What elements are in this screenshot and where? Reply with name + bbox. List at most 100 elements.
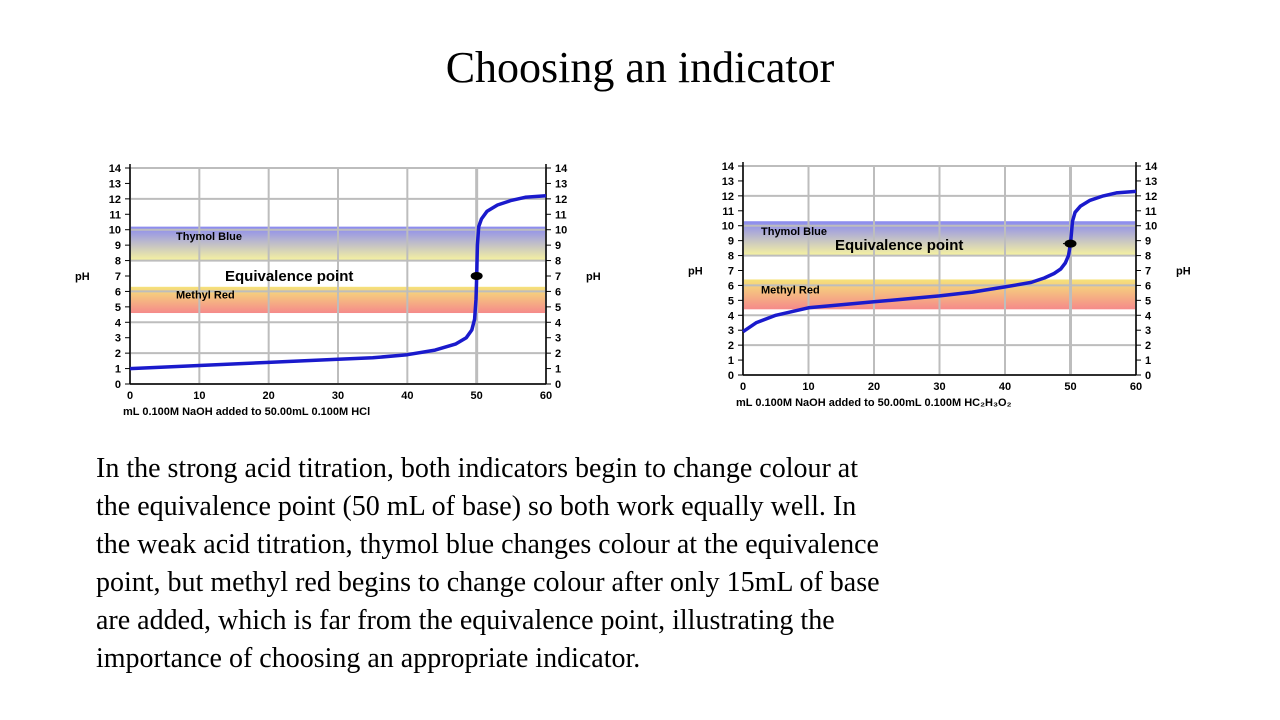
y-tick-label-left: 5 xyxy=(728,295,734,307)
y-tick-label-left: 3 xyxy=(115,333,121,345)
y-tick-label-left: 3 xyxy=(728,325,734,337)
x-tick-label: 20 xyxy=(868,381,880,393)
x-tick-label: 50 xyxy=(471,390,483,402)
equivalence-point-marker xyxy=(470,272,483,280)
y-tick-label-left: 7 xyxy=(115,271,121,283)
y-tick-label-left: 11 xyxy=(722,206,734,218)
y-tick-label-left: 6 xyxy=(115,286,121,298)
x-axis-label: mL 0.100M NaOH added to 50.00mL 0.100M H… xyxy=(123,406,370,418)
x-tick-label: 40 xyxy=(401,390,413,402)
y-tick-label-right: 8 xyxy=(555,256,561,268)
y-tick-label-left: 4 xyxy=(115,317,122,329)
y-tick-label-right: 2 xyxy=(555,348,561,360)
body-paragraph: In the strong acid titration, both indic… xyxy=(96,450,1166,678)
y-tick-label-right: 14 xyxy=(555,163,568,175)
y-tick-label-right: 10 xyxy=(555,225,567,237)
body-line: importance of choosing an appropriate in… xyxy=(96,643,641,674)
y-tick-label-right: 7 xyxy=(1145,266,1151,278)
y-tick-label-left: 13 xyxy=(109,178,121,190)
x-tick-label: 10 xyxy=(802,381,814,393)
y-tick-label-left: 14 xyxy=(722,161,735,173)
y-tick-label-left: 13 xyxy=(722,176,734,188)
y-tick-label-right: 2 xyxy=(1145,340,1151,352)
y-tick-label-right: 6 xyxy=(1145,280,1151,292)
y-tick-label-right: 10 xyxy=(1145,221,1157,233)
equivalence-point-marker xyxy=(1064,239,1077,248)
y-axis-label-right: pH xyxy=(1176,266,1191,278)
y-tick-label-left: 8 xyxy=(728,251,734,263)
y-tick-label-right: 13 xyxy=(1145,176,1157,188)
y-tick-label-right: 5 xyxy=(1145,295,1151,307)
titration-curve xyxy=(129,194,547,371)
y-tick-label-left: 0 xyxy=(115,379,121,391)
x-tick-label: 10 xyxy=(193,390,205,402)
y-tick-label-left: 14 xyxy=(109,163,122,175)
body-line: In the strong acid titration, both indic… xyxy=(96,453,859,484)
y-axis-label-left: pH xyxy=(688,266,703,278)
y-tick-label-left: 9 xyxy=(728,236,734,248)
y-tick-label-left: 1 xyxy=(115,364,121,376)
x-tick-label: 0 xyxy=(740,381,746,393)
y-tick-label-right: 4 xyxy=(555,317,562,329)
y-tick-label-right: 0 xyxy=(1145,370,1151,382)
y-tick-label-right: 9 xyxy=(1145,236,1151,248)
y-tick-label-right: 5 xyxy=(555,302,561,314)
equivalence-point-label: Equivalence point xyxy=(835,237,963,254)
y-tick-label-right: 3 xyxy=(555,333,561,345)
y-tick-label-left: 9 xyxy=(115,240,121,252)
y-tick-label-left: 12 xyxy=(722,191,734,203)
y-tick-label-right: 14 xyxy=(1145,161,1158,173)
y-tick-label-right: 1 xyxy=(555,364,561,376)
body-line: the weak acid titration, thymol blue cha… xyxy=(96,529,879,560)
y-tick-label-right: 11 xyxy=(1145,206,1157,218)
y-tick-label-left: 7 xyxy=(728,266,734,278)
titration-curve xyxy=(742,189,1137,334)
y-tick-label-right: 8 xyxy=(1145,251,1151,263)
x-tick-label: 0 xyxy=(127,390,133,402)
x-tick-label: 50 xyxy=(1064,381,1076,393)
y-tick-label-right: 13 xyxy=(555,178,567,190)
y-tick-label-left: 0 xyxy=(728,370,734,382)
y-axis-label-right: pH xyxy=(586,271,601,283)
x-tick-label: 40 xyxy=(999,381,1011,393)
y-tick-label-left: 10 xyxy=(722,221,734,233)
methyl-red-label: Methyl Red xyxy=(761,284,820,296)
body-line: the equivalence point (50 mL of base) so… xyxy=(96,491,857,522)
y-tick-label-right: 11 xyxy=(555,209,567,221)
y-tick-label-right: 4 xyxy=(1145,310,1152,322)
y-tick-label-right: 12 xyxy=(1145,191,1157,203)
methyl-red-label: Methyl Red xyxy=(176,290,235,302)
y-tick-label-right: 6 xyxy=(555,286,561,298)
thymol-blue-label: Thymol Blue xyxy=(761,226,827,238)
y-tick-label-left: 5 xyxy=(115,302,121,314)
y-tick-label-right: 3 xyxy=(1145,325,1151,337)
y-tick-label-right: 7 xyxy=(555,271,561,283)
y-tick-label-left: 2 xyxy=(115,348,121,360)
y-tick-label-right: 1 xyxy=(1145,355,1151,367)
x-tick-label: 20 xyxy=(263,390,275,402)
y-tick-label-left: 4 xyxy=(728,310,735,322)
body-line: point, but methyl red begins to change c… xyxy=(96,567,880,598)
x-axis-label: mL 0.100M NaOH added to 50.00mL 0.100M H… xyxy=(736,397,1012,409)
y-tick-label-right: 9 xyxy=(555,240,561,252)
y-tick-label-left: 11 xyxy=(109,209,121,221)
y-axis-label-left: pH xyxy=(75,271,90,283)
slide-title: Choosing an indicator xyxy=(445,43,835,92)
body-line: are added, which is far from the equival… xyxy=(96,605,835,636)
y-tick-label-left: 10 xyxy=(109,225,121,237)
x-tick-label: 30 xyxy=(933,381,945,393)
y-tick-label-left: 2 xyxy=(728,340,734,352)
x-tick-label: 30 xyxy=(332,390,344,402)
y-tick-label-left: 8 xyxy=(115,256,121,268)
thymol-blue-label: Thymol Blue xyxy=(176,231,242,243)
y-tick-label-right: 12 xyxy=(555,194,567,206)
y-tick-label-right: 0 xyxy=(555,379,561,391)
y-tick-label-left: 6 xyxy=(728,280,734,292)
x-tick-label: 60 xyxy=(540,390,552,402)
equivalence-point-label: Equivalence point xyxy=(225,268,353,285)
y-tick-label-left: 1 xyxy=(728,355,734,367)
x-tick-label: 60 xyxy=(1130,381,1142,393)
y-tick-label-left: 12 xyxy=(109,194,121,206)
